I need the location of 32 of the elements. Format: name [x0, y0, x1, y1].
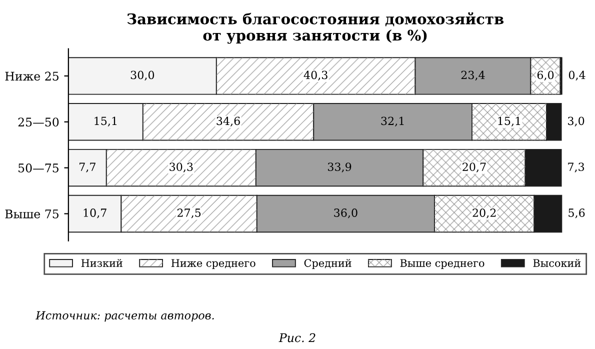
data-label: 40,3	[304, 70, 328, 81]
data-label: 20,2	[472, 208, 496, 218]
y-tick-label: Выше 75	[5, 210, 58, 218]
data-label: 27,5	[177, 208, 201, 218]
data-label: 6,0	[537, 70, 554, 81]
data-label: 3,0	[568, 116, 584, 126]
legend-label: Ниже среднего	[171, 259, 256, 269]
y-tick-label: 50—75	[18, 164, 58, 172]
y-tick-label: 25—50	[18, 118, 59, 127]
data-label: 15,1	[498, 116, 520, 126]
data-label: 7,7	[80, 162, 96, 172]
data-label: 7,3	[568, 162, 584, 172]
data-label: 33,9	[328, 162, 352, 172]
legend-label: Высокий	[533, 259, 581, 267]
text: Источник: расчеты авторов.	[36, 311, 214, 322]
data-label: 10,7	[84, 208, 106, 218]
chart-title: Зависимость благосостояния домохозяйств от уровня занятости (в %)	[127, 12, 504, 44]
data-label: 30,0	[130, 70, 154, 81]
legend-label: Низкий	[81, 259, 122, 267]
data-label: 15,1	[94, 116, 116, 126]
legend-label: Выше среднего	[400, 259, 484, 269]
data-label: 36,0	[334, 208, 358, 218]
data-label: 20,7	[462, 162, 486, 172]
legend-label: Средний	[304, 259, 352, 269]
data-label: 23,4	[461, 70, 485, 81]
data-label: 5,6	[568, 208, 585, 218]
data-label: 32,1	[381, 116, 404, 126]
y-tick-label: Ниже 25	[5, 72, 58, 81]
text: Рис. 2	[278, 333, 316, 342]
data-label: 0,4	[568, 70, 586, 81]
data-label: 34,6	[216, 116, 240, 126]
data-label: 30,3	[170, 162, 193, 172]
